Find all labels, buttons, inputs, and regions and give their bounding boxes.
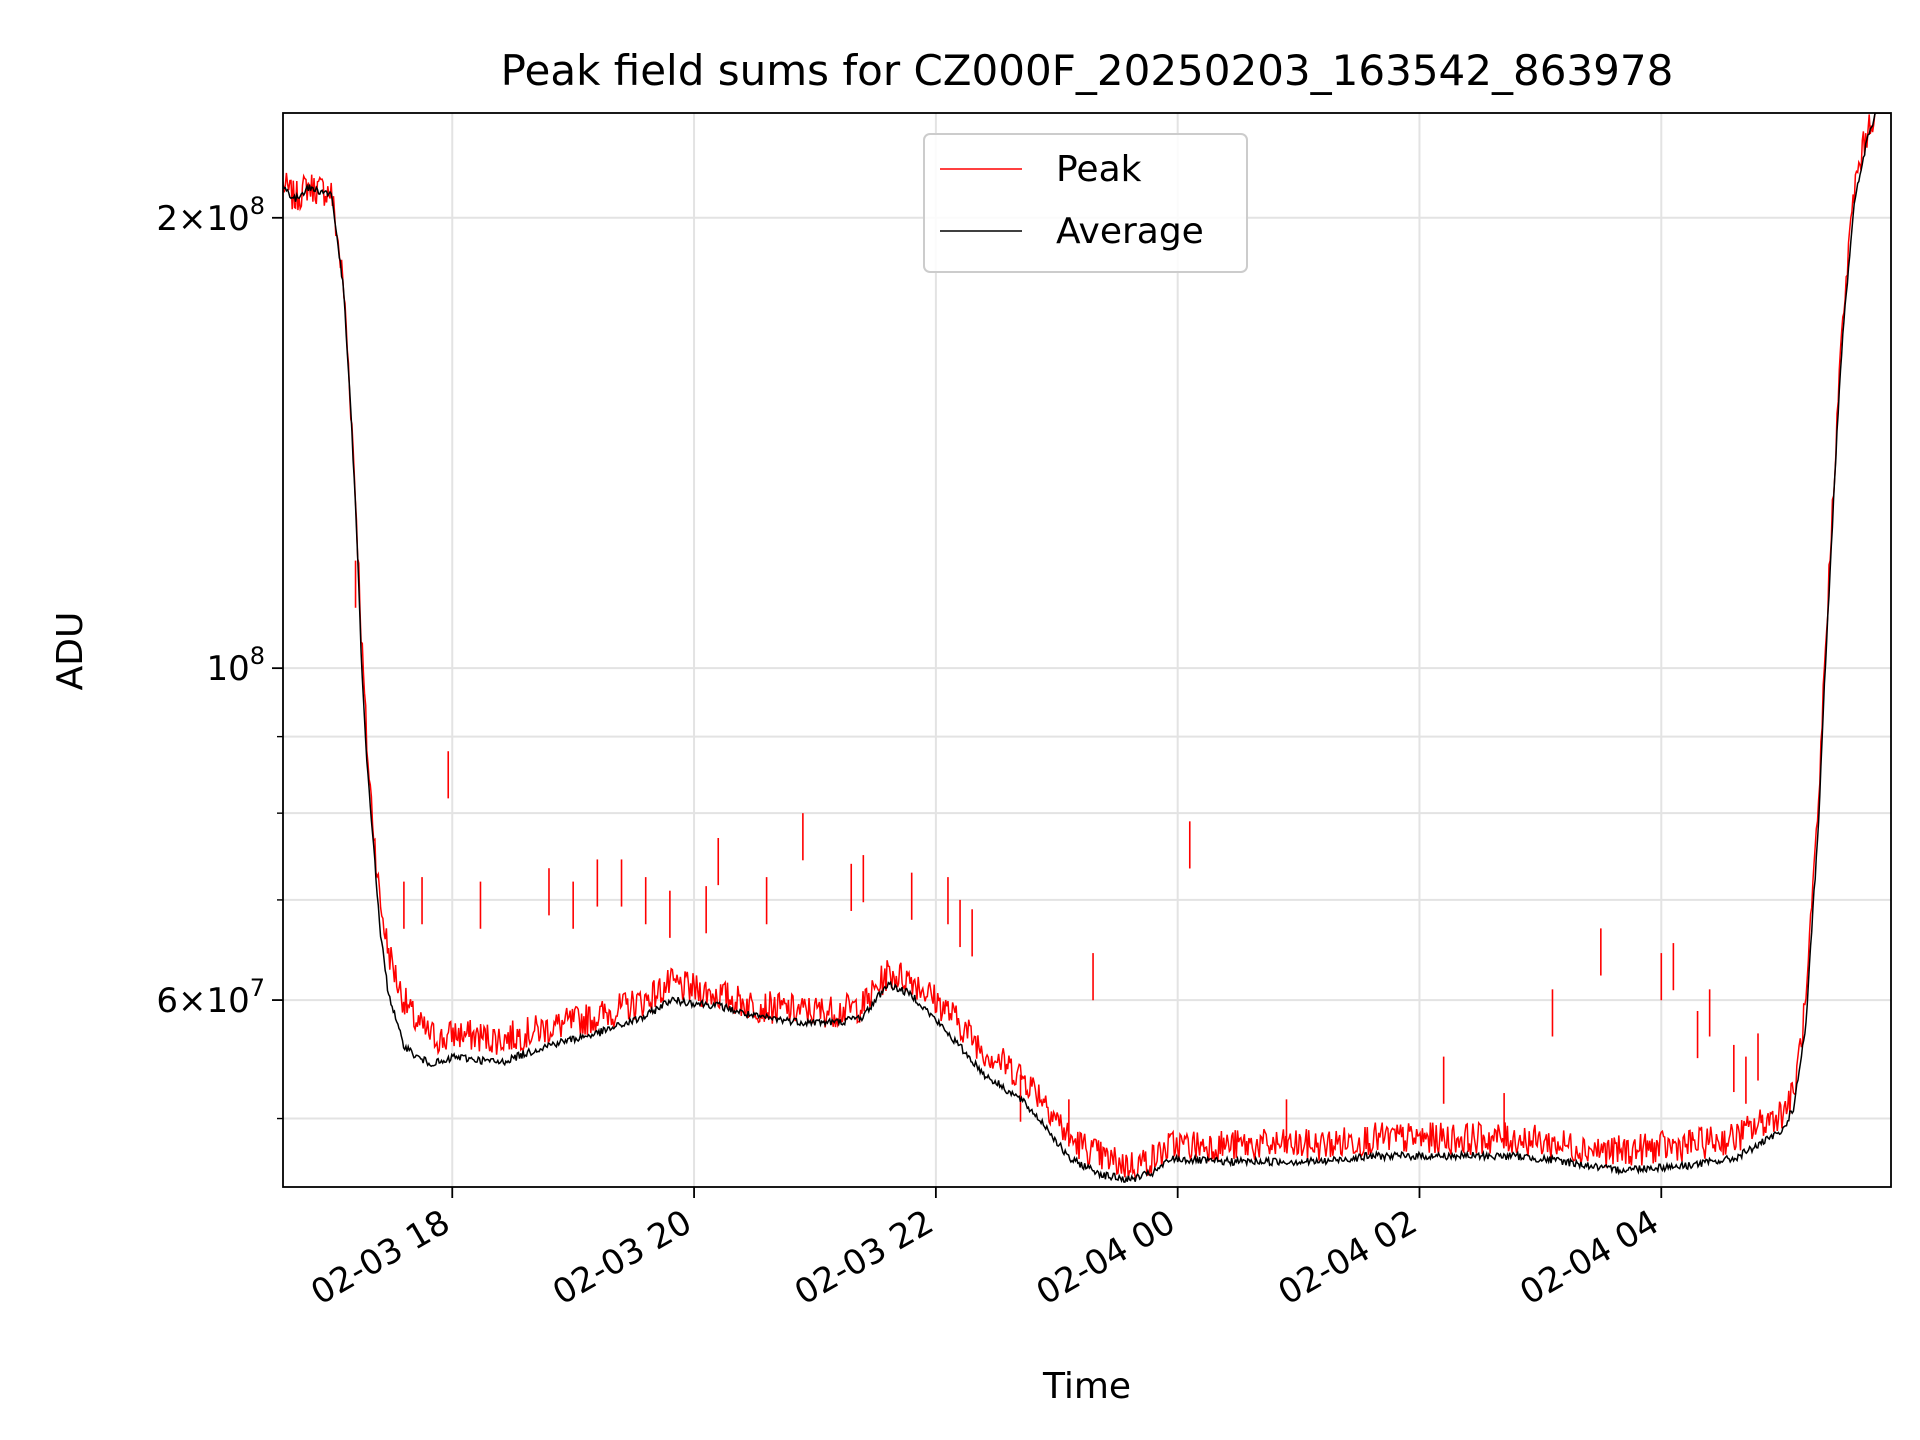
y-axis-label: ADU [50,612,91,691]
series-layer [283,113,1891,1184]
legend-label-peak: Peak [1056,149,1142,190]
y-tick-label: 6×107 [156,974,265,1021]
legend: Peak Average [923,133,1248,273]
series-peak-line [283,113,1891,1179]
plot-frame [282,112,1892,1188]
y-axis: 6×107 108 2×108 [156,192,283,1120]
plot-area [283,113,1891,1187]
y-tick-label: 2×108 [156,192,265,239]
chart-title: Peak field sums for CZ000F_20250203_1635… [501,46,1674,95]
series-average-line [283,113,1891,1184]
legend-label-average: Average [1056,211,1204,252]
x-axis-label: Time [1042,1366,1131,1407]
y-tick-label: 108 [206,642,265,689]
